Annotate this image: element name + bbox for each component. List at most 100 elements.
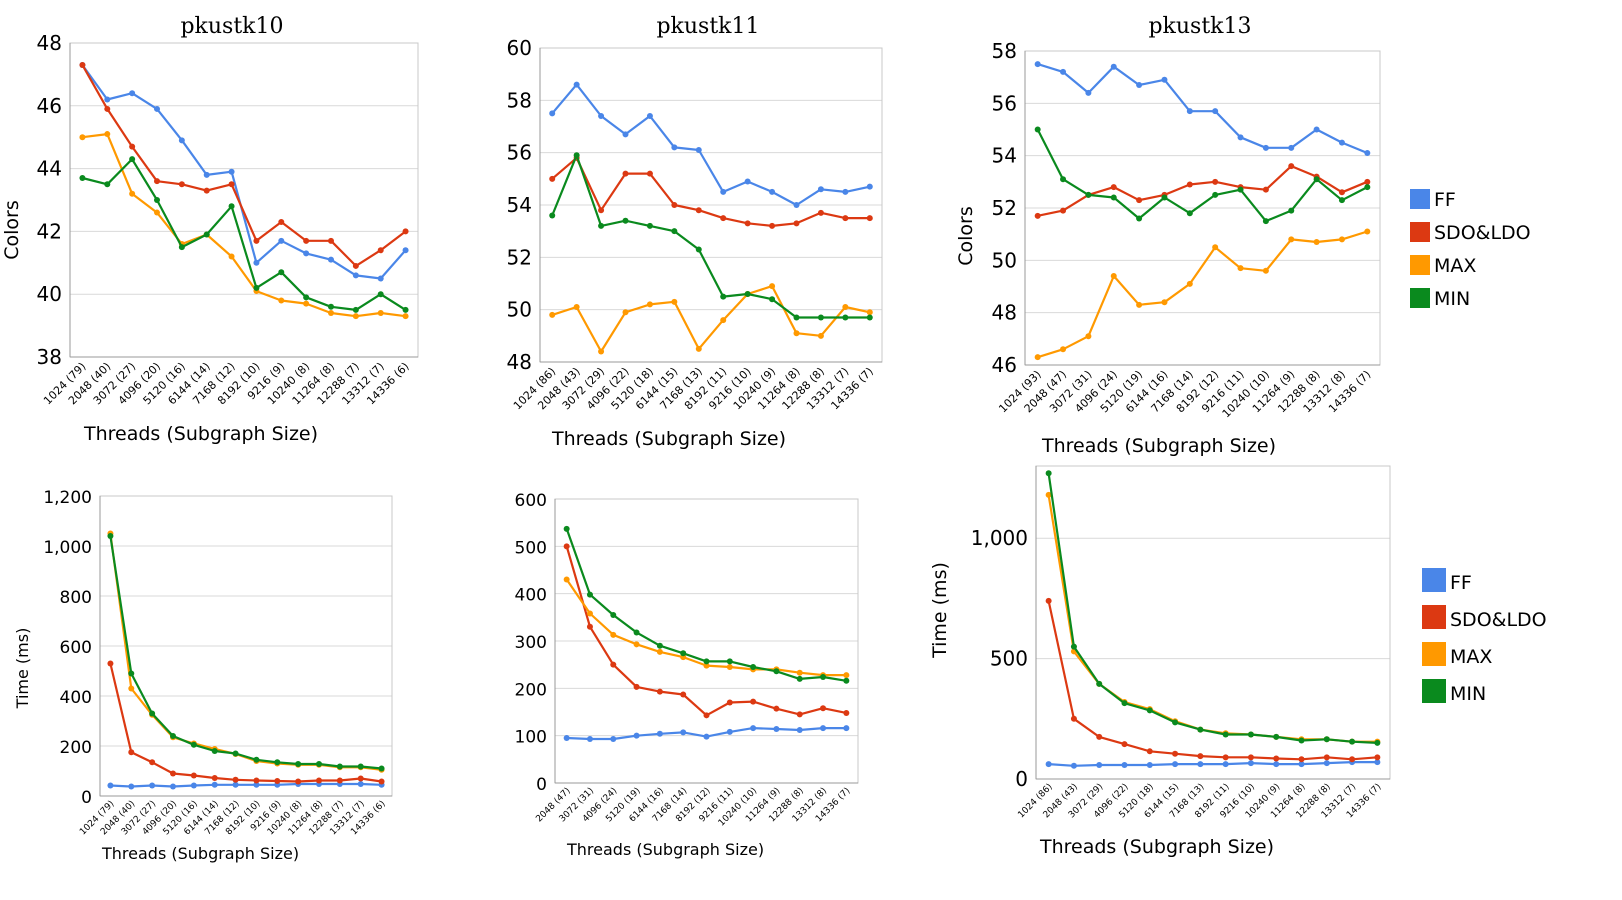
data-point-max [843, 672, 850, 679]
data-point-sdo-ldo [1364, 178, 1371, 185]
data-point-min [633, 629, 640, 636]
data-point-min [253, 756, 260, 763]
legend-swatch-min [1422, 679, 1446, 703]
data-point-max [1045, 491, 1052, 498]
data-point-min [573, 152, 580, 159]
x-axis-label: Threads (Subgraph Size) [1041, 435, 1276, 457]
data-point-min [1338, 197, 1345, 204]
series-line-ff [81, 64, 407, 280]
data-point-ff [726, 728, 733, 735]
y-tick-label: 200 [60, 738, 92, 758]
y-tick-label: 42 [37, 219, 62, 243]
data-point-min [1070, 643, 1077, 650]
data-point-min [1237, 186, 1244, 193]
y-tick-label: 1,200 [43, 488, 92, 508]
data-point-ff [128, 783, 135, 790]
data-point-ff [352, 272, 359, 279]
data-point-ff [232, 781, 239, 788]
legend-label-max: MAX [1450, 646, 1492, 668]
y-tick-label: 38 [37, 345, 62, 369]
data-point-ff [1161, 76, 1168, 83]
data-point-sdo-ldo [1222, 754, 1229, 761]
data-point-max [769, 283, 776, 290]
data-point-sdo-ldo [170, 770, 176, 777]
data-point-sdo-ldo [253, 237, 260, 244]
data-point-sdo-ldo [211, 775, 218, 781]
data-point-sdo-ldo [278, 218, 285, 225]
data-point-ff [170, 783, 176, 790]
data-point-ff [1085, 89, 1092, 96]
data-point-ff [253, 781, 260, 788]
legend-swatch-max [1422, 642, 1446, 666]
data-point-max [352, 313, 359, 320]
data-point-min [656, 642, 663, 649]
y-tick-label: 48 [37, 31, 62, 55]
data-point-min [1212, 191, 1219, 198]
data-point-ff [1146, 762, 1153, 769]
legend-label-sdo-ldo: SDO&LDO [1450, 609, 1547, 631]
data-point-sdo-ldo [1273, 755, 1280, 762]
data-point-sdo-ldo [1146, 748, 1153, 755]
legend-swatch-ff [1422, 568, 1446, 592]
series-line-sdo-ldo [1037, 165, 1368, 217]
y-tick-label: 52 [992, 196, 1017, 220]
data-point-sdo-ldo [817, 209, 824, 216]
data-point-ff [842, 188, 849, 195]
y-tick-label: 52 [507, 245, 532, 269]
data-point-ff [1136, 82, 1143, 89]
data-point-sdo-ldo [1172, 750, 1179, 757]
y-tick-label: 56 [992, 91, 1017, 115]
data-point-max [278, 297, 285, 304]
data-point-min [1349, 738, 1356, 745]
data-point-max [796, 669, 803, 676]
data-point-min [744, 290, 751, 297]
data-point-ff [1273, 761, 1280, 768]
data-point-min [773, 668, 780, 675]
y-tick-label: 1,000 [43, 538, 92, 558]
data-point-sdo-ldo [402, 228, 409, 235]
data-point-sdo-ldo [1096, 733, 1103, 740]
series-line-ff [551, 83, 871, 207]
legend-top: FF SDO&LDO MAX MIN [1410, 189, 1531, 310]
y-tick-label: 400 [515, 586, 547, 606]
data-point-sdo-ldo [622, 170, 629, 177]
data-point-sdo-ldo [610, 661, 617, 668]
data-point-max [598, 348, 605, 355]
legend-swatch-sdo-ldo [1410, 222, 1430, 242]
y-tick-label: 0 [536, 775, 547, 795]
data-point-sdo-ldo [680, 691, 687, 698]
data-point-ff [744, 178, 751, 185]
series-line-min [551, 154, 870, 319]
data-point-ff [695, 147, 702, 154]
data-point-ff [598, 113, 605, 120]
data-point-sdo-ldo [633, 683, 640, 690]
data-point-ff [1364, 150, 1371, 157]
data-point-max [586, 610, 593, 617]
data-point-sdo-ldo [128, 749, 135, 756]
data-point-max [402, 313, 409, 320]
data-point-max [720, 317, 727, 324]
data-point-max [1262, 267, 1269, 274]
y-tick-label: 50 [507, 298, 532, 322]
y-tick-label: 100 [515, 728, 547, 748]
data-point-sdo-ldo [253, 777, 260, 784]
data-point-sdo-ldo [1349, 756, 1356, 763]
data-point-max [842, 304, 849, 311]
data-point-max [1237, 265, 1244, 272]
data-point-sdo-ldo [1338, 189, 1345, 196]
chart-title: pkustk11 [656, 14, 759, 39]
data-point-sdo-ldo [303, 237, 310, 244]
data-point-min [610, 611, 617, 618]
data-point-sdo-ldo [79, 61, 86, 68]
data-point-min [79, 175, 86, 182]
data-point-max [1288, 236, 1295, 243]
legend-label-min: MIN [1450, 683, 1486, 705]
x-axis-label: Threads (Subgraph Size) [566, 840, 764, 859]
y-tick-label: 46 [992, 353, 1017, 377]
data-point-sdo-ldo [316, 777, 322, 784]
data-point-sdo-ldo [695, 207, 702, 214]
data-point-sdo-ldo [744, 220, 751, 227]
